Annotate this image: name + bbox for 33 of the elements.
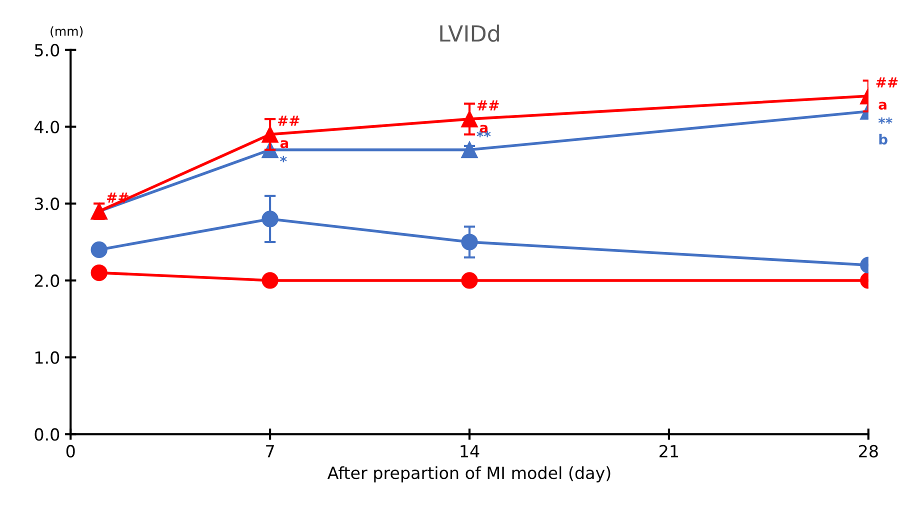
annotation: ## [278,116,300,126]
annotation: b [879,134,888,145]
x-tick-label: 21 [660,444,678,458]
chart-title: LVIDd [440,24,499,42]
point [262,272,278,289]
x-tick-label: 0 [66,444,75,458]
annotation: ** [476,130,491,138]
y-tick-label: 1.0 [36,351,60,364]
y-tick-label: 4.0 [34,120,60,134]
annotation: ## [876,77,898,88]
annotation: a [280,140,288,148]
y-tick-label: 0.0 [34,428,60,441]
annotation: ## [477,100,499,110]
y-tick-label: 5.0 [34,44,60,56]
point [461,234,478,250]
x-tick-label: 14 [460,445,480,458]
y-axis-title: (mm) [50,26,83,38]
x-tick-label: 28 [859,444,878,458]
annotation: a [480,124,488,133]
point [262,210,278,228]
point [262,126,278,143]
point [461,272,478,289]
x-axis-title: After prepartion of MI model (day) [327,466,610,482]
point [90,241,108,258]
annotation: a [878,102,886,110]
y-tick-label: 3.0 [34,198,60,210]
x-tick-label: 7 [266,445,274,458]
point [461,110,478,128]
y-tick-label: 2.0 [34,274,60,288]
point [90,264,108,282]
point [461,141,478,158]
annotation: ** [878,117,892,124]
annotation: * [280,156,287,162]
